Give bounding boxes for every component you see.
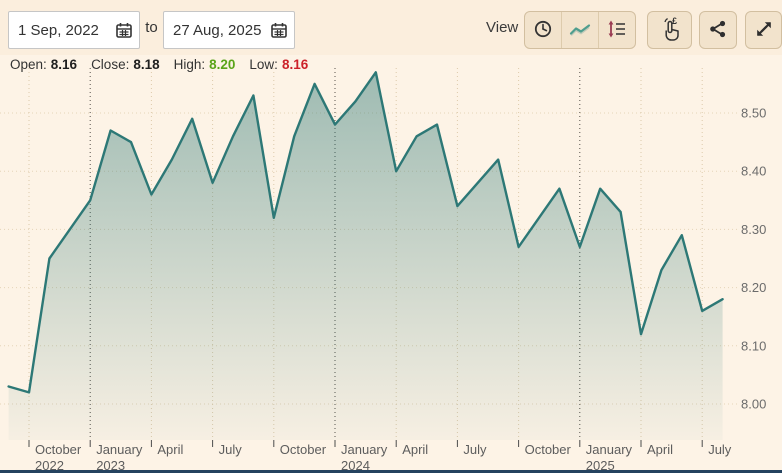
x-axis-year-label: 2024: [341, 458, 370, 473]
y-axis-label: 8.00: [741, 397, 766, 412]
x-axis-label: April: [157, 442, 183, 457]
high-stat: High: 8.20: [174, 57, 236, 72]
low-label: Low:: [249, 57, 278, 72]
expand-icon: [754, 19, 774, 42]
close-value: 8.18: [133, 57, 160, 72]
y-axis-label: 8.40: [741, 164, 766, 179]
line-chart-icon: [568, 20, 592, 41]
low-stat: Low: 8.16: [249, 57, 308, 72]
high-value: 8.20: [209, 57, 236, 72]
high-label: High:: [173, 57, 206, 72]
bottom-section-edge: [0, 470, 782, 473]
price-scale-icon: [606, 19, 628, 42]
ohlc-stats: Open: 8.16 Close: 8.18 High: 8.20 Low: 8.16: [10, 57, 308, 72]
low-value: 8.16: [281, 57, 309, 72]
x-axis-label: October: [280, 442, 327, 457]
calendar-icon[interactable]: [270, 21, 288, 39]
touch-pound-icon: £: [658, 16, 682, 45]
close-label: Close:: [91, 57, 130, 72]
toolbar: to View: [0, 0, 782, 55]
x-axis-label: July: [463, 442, 487, 457]
y-axis-label: 8.50: [741, 106, 766, 121]
x-axis-label: July: [219, 442, 243, 457]
end-date-input[interactable]: [163, 11, 295, 49]
x-axis-year-label: 2025: [586, 458, 615, 473]
open-label: Open:: [10, 57, 47, 72]
x-axis-label: January: [586, 442, 633, 457]
touch-mode-button[interactable]: £: [647, 11, 692, 49]
start-date-input[interactable]: [8, 11, 140, 49]
clock-icon: [533, 19, 553, 42]
x-axis-year-label: 2023: [96, 458, 125, 473]
x-axis-label: October: [35, 442, 82, 457]
view-label: View: [486, 19, 519, 36]
share-button[interactable]: [699, 11, 737, 49]
x-axis-label: January: [96, 442, 143, 457]
price-scale-view-button[interactable]: [599, 12, 635, 48]
open-stat: Open: 8.16: [10, 57, 77, 72]
calendar-icon[interactable]: [115, 21, 133, 39]
date-range-separator: to: [145, 19, 158, 36]
price-line: [7, 71, 724, 394]
x-axis-label: October: [525, 442, 572, 457]
share-icon: [708, 19, 728, 42]
close-stat: Close: 8.18: [91, 57, 160, 72]
area-fill: [8, 72, 723, 441]
y-axis-label: 8.20: [741, 280, 766, 295]
x-axis-label: January: [341, 442, 388, 457]
x-axis-year-label: 2022: [35, 458, 64, 473]
line-chart-view-button[interactable]: [562, 12, 599, 48]
fullscreen-button[interactable]: [745, 11, 782, 49]
history-view-button[interactable]: [525, 12, 562, 48]
start-date-field: [8, 11, 140, 49]
x-axis-label: April: [402, 442, 428, 457]
open-value: 8.16: [50, 57, 78, 72]
x-axis-label: July: [708, 442, 732, 457]
svg-text:£: £: [672, 16, 677, 26]
x-axis-label: April: [647, 442, 673, 457]
y-axis-label: 8.10: [741, 338, 766, 353]
y-axis-label: 8.30: [741, 222, 766, 237]
end-date-field: [163, 11, 295, 49]
view-toggle-group: [524, 11, 636, 49]
